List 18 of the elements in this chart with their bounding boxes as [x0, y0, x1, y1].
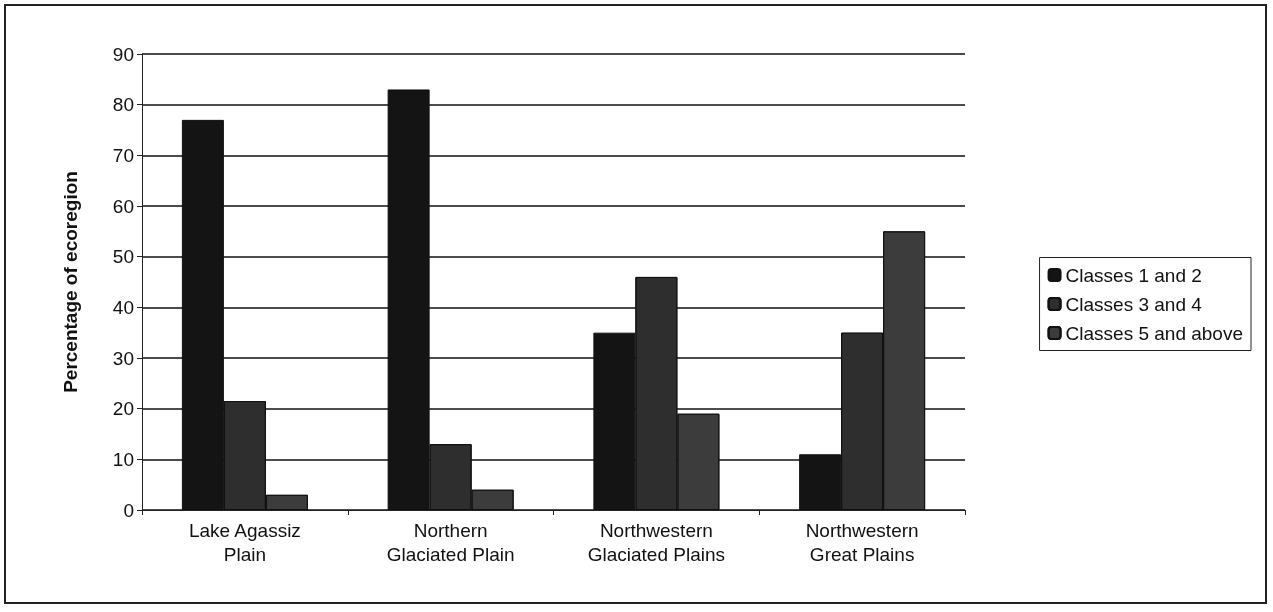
- x-tick-label: Northwestern Glaciated Plains: [587, 519, 726, 565]
- y-tick-label: 20: [112, 398, 134, 420]
- y-tick-label: 10: [112, 448, 134, 470]
- y-tick-label: 70: [112, 144, 134, 166]
- y-tick-label: 30: [112, 347, 134, 369]
- y-tick-label: 0: [123, 499, 134, 521]
- legend-label: Classes 3 and 4: [1065, 293, 1203, 315]
- y-tick-label: 90: [112, 43, 134, 65]
- x-tick-label: Northern Glaciated Plain: [386, 519, 515, 565]
- legend-label: Classes 1 and 2: [1065, 264, 1202, 286]
- legend-label: Classes 5 and above: [1065, 322, 1244, 344]
- x-tick-label: Lake Agassiz Plain: [188, 519, 301, 565]
- y-tick-label: 60: [112, 195, 134, 217]
- y-tick-label: 40: [112, 296, 134, 318]
- x-tick-label: Northwestern Great Plains: [805, 519, 919, 565]
- y-axis-title: Percentage of ecoregion: [60, 171, 81, 393]
- y-tick-label: 50: [112, 246, 134, 268]
- y-tick-label: 80: [112, 94, 134, 116]
